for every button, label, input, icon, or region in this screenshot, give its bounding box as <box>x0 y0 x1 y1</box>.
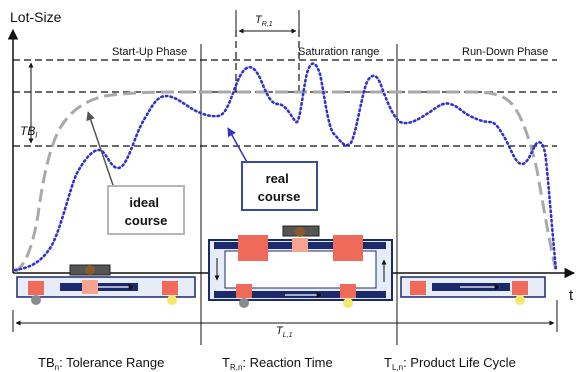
startup-part-3 <box>167 295 177 305</box>
rundown-production-line <box>400 276 546 305</box>
phase-label-rundown: Run-Down Phase <box>462 46 548 58</box>
ideal-callout-text: ideal course <box>125 195 168 228</box>
rundown-machine-1 <box>410 281 426 295</box>
lifecycle-measure-label: TL,1 <box>276 325 293 339</box>
saturation-production-line <box>208 225 393 308</box>
startup-part-1 <box>31 295 41 305</box>
legend-tolerance-range: TBn: Tolerance Range <box>38 355 164 372</box>
saturation-part-3 <box>343 298 353 308</box>
startup-part-2 <box>85 265 95 275</box>
real-course-curve <box>13 62 558 272</box>
reaction-measure-label: TR,1 <box>255 14 273 28</box>
saturation-part-1 <box>295 227 305 237</box>
x-axis-label: t <box>569 287 574 304</box>
real-callout-text: real course <box>258 171 301 204</box>
ideal-callout-pointer <box>86 111 115 189</box>
saturation-machine-3 <box>333 235 363 261</box>
tolerance-measure-label: TBl <box>20 124 37 140</box>
saturation-machine-2 <box>292 238 308 252</box>
real-callout-box <box>241 161 318 211</box>
saturation-machine-1 <box>238 235 268 261</box>
startup-production-line <box>16 264 196 305</box>
ideal-course-curve <box>14 90 558 274</box>
rundown-part-1 <box>515 295 525 305</box>
startup-machine-3 <box>162 281 178 295</box>
saturation-part-2 <box>239 298 249 308</box>
real-callout-pointer <box>227 127 249 165</box>
startup-machine-2 <box>82 280 98 294</box>
rundown-machine-2 <box>512 281 528 295</box>
y-axis-label: Lot-Size <box>10 9 62 25</box>
ideal-callout-box <box>107 185 185 235</box>
legend-reaction-time: TR,n: Reaction Time <box>222 355 333 372</box>
phase-label-saturation: Saturation range <box>298 46 379 58</box>
saturation-machine-5 <box>340 284 356 298</box>
phase-label-startup: Start-Up Phase <box>112 46 187 58</box>
legend-product-life-cycle: TL,n: Product Life Cycle <box>384 355 516 372</box>
startup-machine-1 <box>28 281 44 295</box>
saturation-machine-4 <box>236 284 252 298</box>
